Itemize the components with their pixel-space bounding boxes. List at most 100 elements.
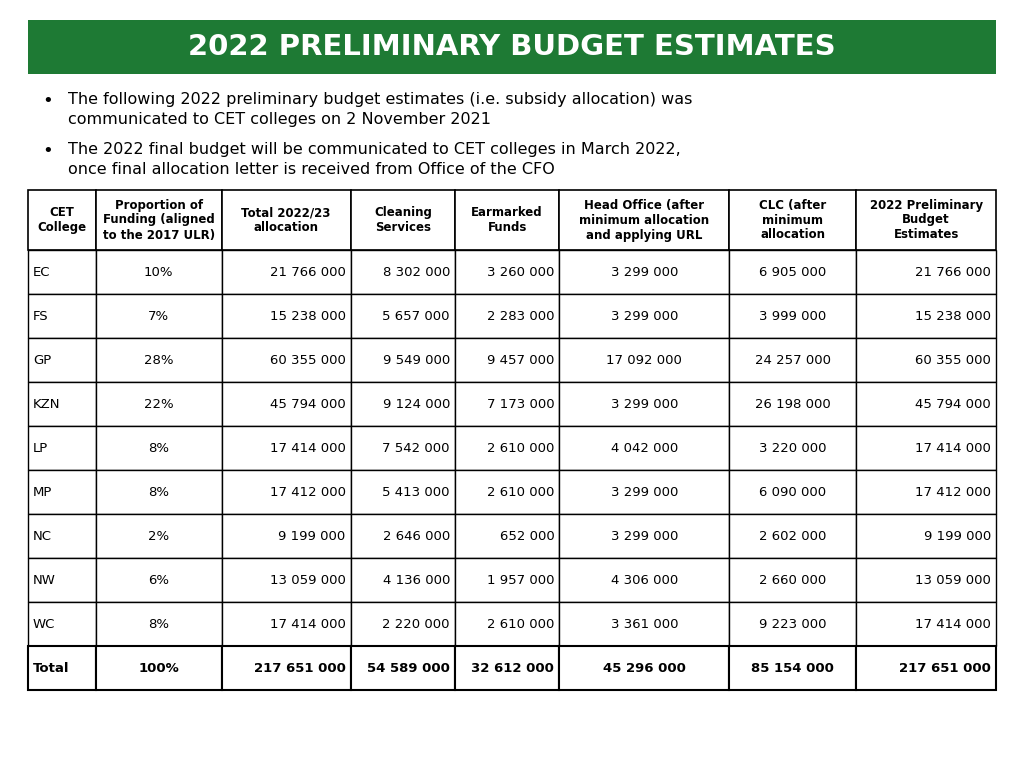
Bar — [221, 558, 350, 602]
Text: 17 092 000: 17 092 000 — [606, 353, 682, 366]
Bar — [221, 470, 350, 514]
Bar — [221, 338, 350, 382]
Bar — [28, 20, 996, 74]
Bar — [455, 382, 559, 426]
Text: 7 542 000: 7 542 000 — [383, 442, 450, 455]
Text: 17 412 000: 17 412 000 — [269, 485, 346, 498]
Text: 6 905 000: 6 905 000 — [759, 266, 826, 279]
Bar — [729, 426, 856, 470]
Text: 100%: 100% — [138, 661, 179, 674]
Text: 3 361 000: 3 361 000 — [610, 617, 678, 631]
Bar — [559, 382, 729, 426]
Bar — [350, 382, 455, 426]
Text: 2022 PRELIMINARY BUDGET ESTIMATES: 2022 PRELIMINARY BUDGET ESTIMATES — [188, 33, 836, 61]
Text: 7%: 7% — [148, 310, 169, 323]
Text: 15 238 000: 15 238 000 — [269, 310, 346, 323]
Text: •: • — [42, 142, 53, 160]
Text: 2%: 2% — [148, 529, 169, 542]
Text: KZN: KZN — [33, 398, 60, 411]
Bar — [559, 294, 729, 338]
Bar — [350, 190, 455, 250]
Text: once final allocation letter is received from Office of the CFO: once final allocation letter is received… — [68, 162, 555, 177]
Bar — [28, 514, 96, 558]
Bar — [350, 558, 455, 602]
Bar — [350, 338, 455, 382]
Text: 45 296 000: 45 296 000 — [603, 661, 686, 674]
Bar — [455, 514, 559, 558]
Bar — [221, 250, 350, 294]
Bar — [856, 470, 996, 514]
Text: 4 042 000: 4 042 000 — [610, 442, 678, 455]
Bar — [350, 470, 455, 514]
Bar — [856, 190, 996, 250]
Bar — [559, 602, 729, 646]
Text: 2 602 000: 2 602 000 — [759, 529, 826, 542]
Bar — [96, 646, 221, 690]
Text: 24 257 000: 24 257 000 — [755, 353, 830, 366]
Bar — [96, 470, 221, 514]
Text: 2 220 000: 2 220 000 — [383, 617, 450, 631]
Bar — [221, 382, 350, 426]
Text: Earmarked
Funds: Earmarked Funds — [471, 206, 543, 234]
Text: 60 355 000: 60 355 000 — [269, 353, 346, 366]
Bar — [28, 294, 96, 338]
Bar — [729, 250, 856, 294]
Bar — [350, 250, 455, 294]
Text: MP: MP — [33, 485, 52, 498]
Bar — [221, 646, 350, 690]
Text: GP: GP — [33, 353, 51, 366]
Text: NC: NC — [33, 529, 52, 542]
Bar — [350, 514, 455, 558]
Text: 3 299 000: 3 299 000 — [610, 310, 678, 323]
Bar — [856, 294, 996, 338]
Text: 2022 Preliminary
Budget
Estimates: 2022 Preliminary Budget Estimates — [869, 198, 983, 241]
Text: 2 646 000: 2 646 000 — [383, 529, 450, 542]
Bar — [350, 294, 455, 338]
Text: 7 173 000: 7 173 000 — [486, 398, 554, 411]
Bar — [856, 602, 996, 646]
Bar — [455, 470, 559, 514]
Bar — [96, 382, 221, 426]
Text: The following 2022 preliminary budget estimates (i.e. subsidy allocation) was: The following 2022 preliminary budget es… — [68, 92, 692, 107]
Text: 2 610 000: 2 610 000 — [487, 442, 554, 455]
Text: 2 610 000: 2 610 000 — [487, 617, 554, 631]
Text: 17 414 000: 17 414 000 — [269, 617, 346, 631]
Bar — [455, 190, 559, 250]
Bar — [856, 514, 996, 558]
Text: 17 414 000: 17 414 000 — [915, 617, 991, 631]
Text: FS: FS — [33, 310, 48, 323]
Text: 54 589 000: 54 589 000 — [368, 661, 450, 674]
Bar — [455, 602, 559, 646]
Text: 6%: 6% — [148, 574, 169, 587]
Text: 8%: 8% — [148, 442, 169, 455]
Text: 9 223 000: 9 223 000 — [759, 617, 826, 631]
Text: •: • — [42, 92, 53, 110]
Bar — [28, 190, 96, 250]
Text: 85 154 000: 85 154 000 — [752, 661, 835, 674]
Bar — [455, 250, 559, 294]
Bar — [221, 190, 350, 250]
Bar — [559, 190, 729, 250]
Text: 17 414 000: 17 414 000 — [915, 442, 991, 455]
Bar — [729, 338, 856, 382]
Bar — [455, 294, 559, 338]
Text: NW: NW — [33, 574, 56, 587]
Text: 4 306 000: 4 306 000 — [610, 574, 678, 587]
Bar — [455, 646, 559, 690]
Bar — [729, 190, 856, 250]
Bar — [559, 558, 729, 602]
Bar — [350, 426, 455, 470]
Bar — [350, 646, 455, 690]
Bar — [856, 250, 996, 294]
Text: 8%: 8% — [148, 617, 169, 631]
Text: 9 199 000: 9 199 000 — [924, 529, 991, 542]
Bar — [455, 426, 559, 470]
Text: 6 090 000: 6 090 000 — [759, 485, 826, 498]
Text: 3 299 000: 3 299 000 — [610, 485, 678, 498]
Bar — [729, 514, 856, 558]
Bar — [221, 514, 350, 558]
Bar — [96, 190, 221, 250]
Text: 13 059 000: 13 059 000 — [915, 574, 991, 587]
Bar — [856, 382, 996, 426]
Text: CLC (after
minimum
allocation: CLC (after minimum allocation — [759, 198, 826, 241]
